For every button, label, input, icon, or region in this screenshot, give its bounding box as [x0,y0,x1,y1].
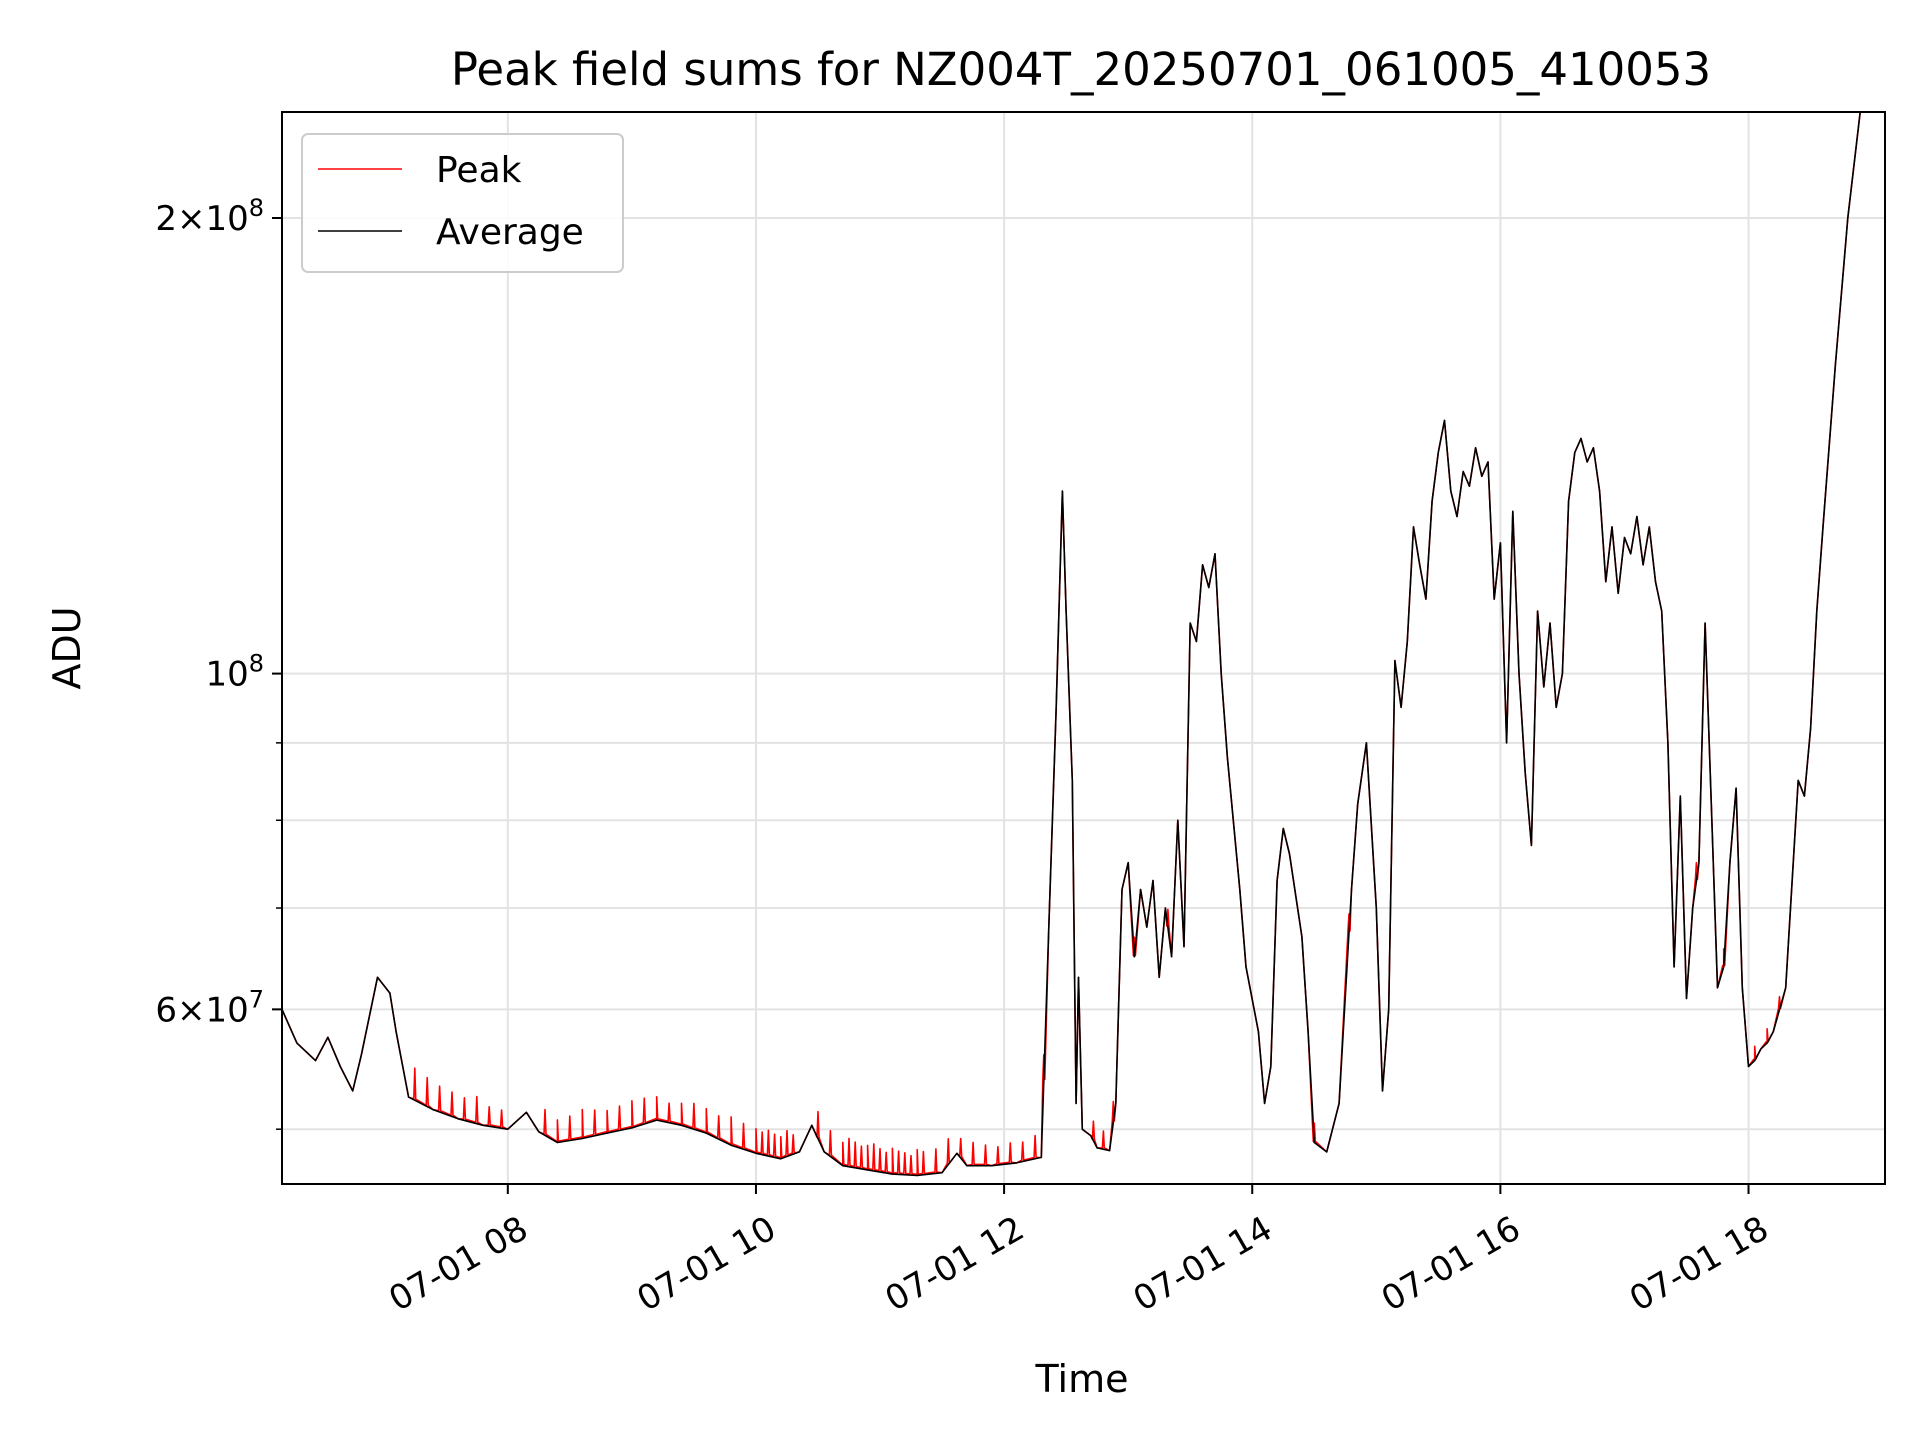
plot-frame [281,111,1886,1185]
average-series-line [282,112,1885,1177]
x-tick-label: 07-01 10 [630,1209,782,1320]
chart-title: Peak field sums for NZ004T_20250701_0610… [451,43,1711,96]
x-tick-label: 07-01 16 [1375,1209,1527,1320]
y-tick-label: 6×107 [155,985,264,1030]
y-tick-label: 2×108 [155,194,264,239]
x-tick-label: 07-01 08 [382,1209,534,1320]
legend-average-label: Average [436,212,584,253]
x-tick-label: 07-01 14 [1127,1209,1279,1320]
y-axis-label: ADU [45,606,89,689]
y-tick-label: 108 [205,650,264,695]
legend-peak-label: Peak [436,150,522,191]
plot-area [282,112,1885,1177]
legend: Peak Average [301,133,624,273]
x-tick-label: 07-01 12 [879,1209,1031,1320]
x-tick-label: 07-01 18 [1623,1209,1775,1320]
axis-ticks: 07-01 08 07-01 10 07-01 12 07-01 14 07-01 16… [155,194,1775,1320]
x-axis-label: Time [1035,1357,1129,1401]
